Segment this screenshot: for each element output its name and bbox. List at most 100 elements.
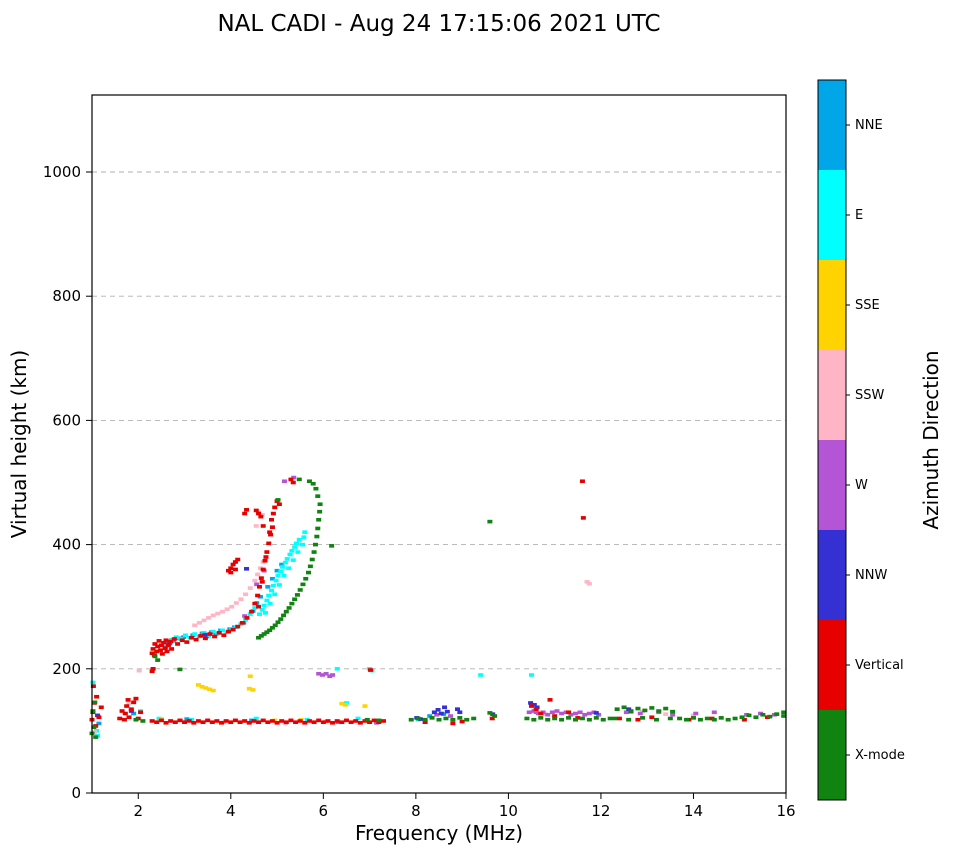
data-point <box>169 647 175 651</box>
data-point <box>278 569 284 574</box>
data-point <box>490 712 496 716</box>
data-point <box>459 719 465 724</box>
data-point <box>221 633 227 638</box>
data-point <box>126 715 132 720</box>
colorbar-segment-sse <box>818 260 846 351</box>
data-point <box>316 517 322 522</box>
data-point <box>266 541 272 546</box>
x-tick-label: 16 <box>776 802 795 820</box>
data-point <box>293 720 299 725</box>
data-point <box>343 703 349 707</box>
data-point <box>126 701 132 705</box>
data-point <box>265 720 271 725</box>
data-point <box>289 601 295 606</box>
data-point <box>168 639 174 644</box>
data-point <box>205 718 211 723</box>
data-point <box>269 588 275 593</box>
data-point <box>225 568 231 573</box>
data-point <box>209 720 215 725</box>
data-point <box>242 719 248 723</box>
data-point <box>457 716 463 720</box>
data-point <box>438 711 444 716</box>
data-point <box>229 604 235 609</box>
data-point <box>237 720 243 725</box>
data-point <box>436 717 442 722</box>
data-point <box>215 611 221 616</box>
data-point <box>621 705 627 710</box>
data-point <box>283 720 289 725</box>
series-x-mode <box>89 477 787 739</box>
data-point <box>531 709 537 713</box>
data-point <box>90 709 96 713</box>
y-tick-label: 400 <box>52 536 81 554</box>
data-point <box>235 624 241 629</box>
data-point <box>260 718 266 723</box>
data-point <box>635 706 641 711</box>
data-point <box>196 621 202 625</box>
data-point <box>572 711 578 716</box>
data-point <box>264 598 270 603</box>
y-tick-label: 600 <box>52 411 81 429</box>
data-point <box>156 639 162 643</box>
data-point <box>427 714 433 718</box>
data-point <box>457 710 463 715</box>
data-point <box>538 711 544 716</box>
data-point <box>690 713 696 718</box>
data-point <box>253 716 259 721</box>
data-point <box>257 566 263 570</box>
data-point <box>96 721 102 726</box>
data-point <box>235 557 241 562</box>
data-point <box>492 714 498 718</box>
data-point <box>288 718 294 723</box>
data-point <box>243 592 249 597</box>
data-point <box>152 642 158 646</box>
data-point <box>568 712 574 717</box>
data-point <box>667 716 673 721</box>
data-point <box>628 709 634 713</box>
data-point <box>767 714 773 719</box>
data-point <box>293 541 299 546</box>
data-point <box>368 668 374 672</box>
data-point <box>269 576 275 581</box>
data-point <box>161 640 167 645</box>
data-point <box>133 717 139 722</box>
data-point <box>774 712 780 716</box>
data-point <box>649 706 655 710</box>
data-point <box>92 730 98 734</box>
data-point <box>149 651 155 656</box>
data-point <box>693 711 699 716</box>
data-point <box>201 630 207 635</box>
scatter-points <box>89 475 787 739</box>
data-point <box>175 642 181 646</box>
data-point <box>282 560 288 565</box>
data-point <box>242 614 248 618</box>
colorbar-segment-nnw <box>818 530 846 621</box>
chart-title: NAL CADI - Aug 24 17:15:06 2021 UTC <box>217 11 660 37</box>
data-point <box>246 686 252 691</box>
data-point <box>138 710 144 715</box>
data-point <box>317 502 323 507</box>
data-point <box>188 635 194 640</box>
data-point <box>210 629 216 634</box>
data-point <box>198 634 204 638</box>
data-point <box>309 557 315 562</box>
data-point <box>96 715 102 720</box>
data-point <box>119 709 125 713</box>
data-point <box>199 685 205 689</box>
colorbar-segment-w <box>818 440 846 531</box>
y-tick-label: 800 <box>52 287 81 305</box>
data-point <box>266 593 272 598</box>
data-point <box>739 715 745 720</box>
data-point <box>256 511 262 516</box>
x-tick-label: 10 <box>499 802 518 820</box>
data-point <box>93 735 99 739</box>
data-point <box>168 719 174 723</box>
data-point <box>353 719 359 723</box>
data-point <box>252 606 258 610</box>
y-tick-label: 1000 <box>43 163 81 181</box>
data-point <box>303 576 309 581</box>
data-point <box>355 716 361 721</box>
data-point <box>376 720 382 725</box>
data-point <box>478 673 484 677</box>
data-point <box>300 582 306 587</box>
